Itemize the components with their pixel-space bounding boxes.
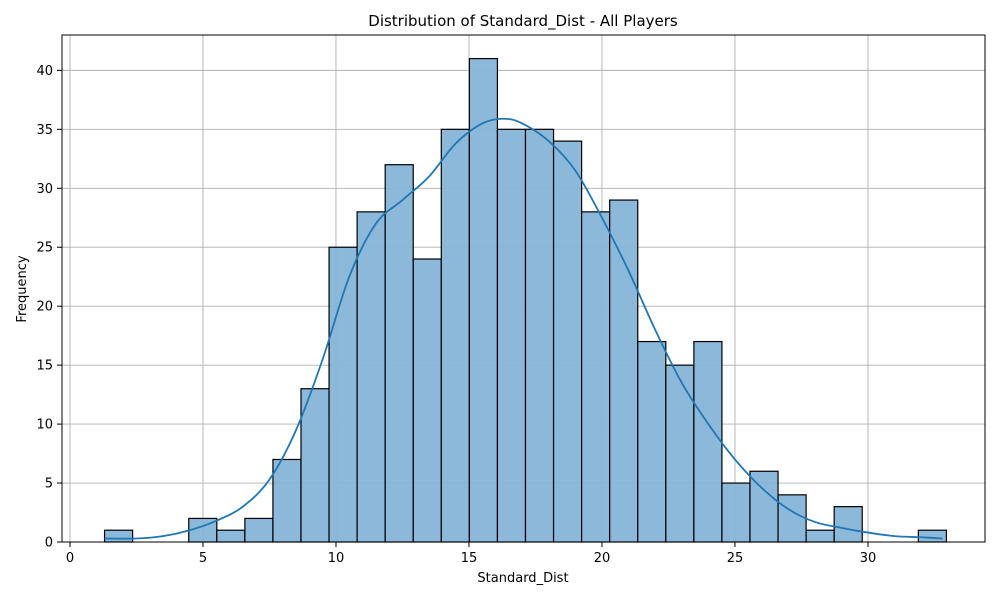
kde-curve-layer xyxy=(104,117,943,540)
y-tick-label: 20 xyxy=(36,300,53,315)
histogram-bar xyxy=(496,128,527,543)
histogram-bar xyxy=(524,128,555,543)
plot-frame xyxy=(61,34,986,543)
x-tick-label: 15 xyxy=(461,551,478,566)
histogram-bar xyxy=(384,164,414,543)
histogram-bar xyxy=(468,57,499,543)
histogram-bar xyxy=(300,388,330,543)
histogram-bar xyxy=(721,482,751,543)
histogram-bar xyxy=(777,494,807,543)
y-tick-label: 5 xyxy=(45,477,53,492)
y-tick-label: 35 xyxy=(36,123,53,138)
y-axis-label: Frequency xyxy=(15,255,30,322)
histogram-bar xyxy=(637,340,667,543)
x-axis-ticks: 0 5 10 15 20 25 30 xyxy=(66,542,876,566)
y-tick-label: 10 xyxy=(36,418,53,433)
y-tick-label: 0 xyxy=(45,536,53,551)
kde-curve xyxy=(104,117,943,540)
histogram-bar xyxy=(272,458,302,543)
histogram-bar xyxy=(356,211,386,543)
y-tick-label: 30 xyxy=(36,182,53,197)
histogram-bar xyxy=(805,529,835,543)
histogram-bars xyxy=(103,57,948,543)
x-tick-label: 0 xyxy=(66,551,74,566)
y-tick-label: 25 xyxy=(36,241,53,256)
histogram-bar xyxy=(917,529,948,543)
x-tick-label: 25 xyxy=(727,551,744,566)
histogram-bar xyxy=(665,364,695,543)
x-tick-label: 20 xyxy=(594,551,611,566)
histogram-bar xyxy=(552,140,583,543)
histogram-bar xyxy=(693,340,723,543)
histogram-bar xyxy=(581,211,611,543)
x-tick-label: 30 xyxy=(860,551,877,566)
histogram-bar xyxy=(244,517,274,543)
histogram-bar xyxy=(412,258,442,543)
histogram-bar xyxy=(609,199,639,543)
histogram-bar xyxy=(103,529,134,543)
y-tick-label: 15 xyxy=(36,359,53,374)
y-tick-label: 40 xyxy=(36,64,53,79)
x-axis-label: Standard_Dist xyxy=(477,571,568,586)
histogram-bar xyxy=(440,128,470,543)
y-axis-ticks: 0 5 10 15 20 25 30 35 40 xyxy=(36,64,62,551)
x-tick-label: 5 xyxy=(199,551,207,566)
histogram-bar xyxy=(328,246,358,543)
histogram-bar xyxy=(833,506,863,543)
x-tick-label: 10 xyxy=(328,551,345,566)
histogram-bar xyxy=(216,529,246,543)
chart-title: Distribution of Standard_Dist - All Play… xyxy=(368,12,678,31)
